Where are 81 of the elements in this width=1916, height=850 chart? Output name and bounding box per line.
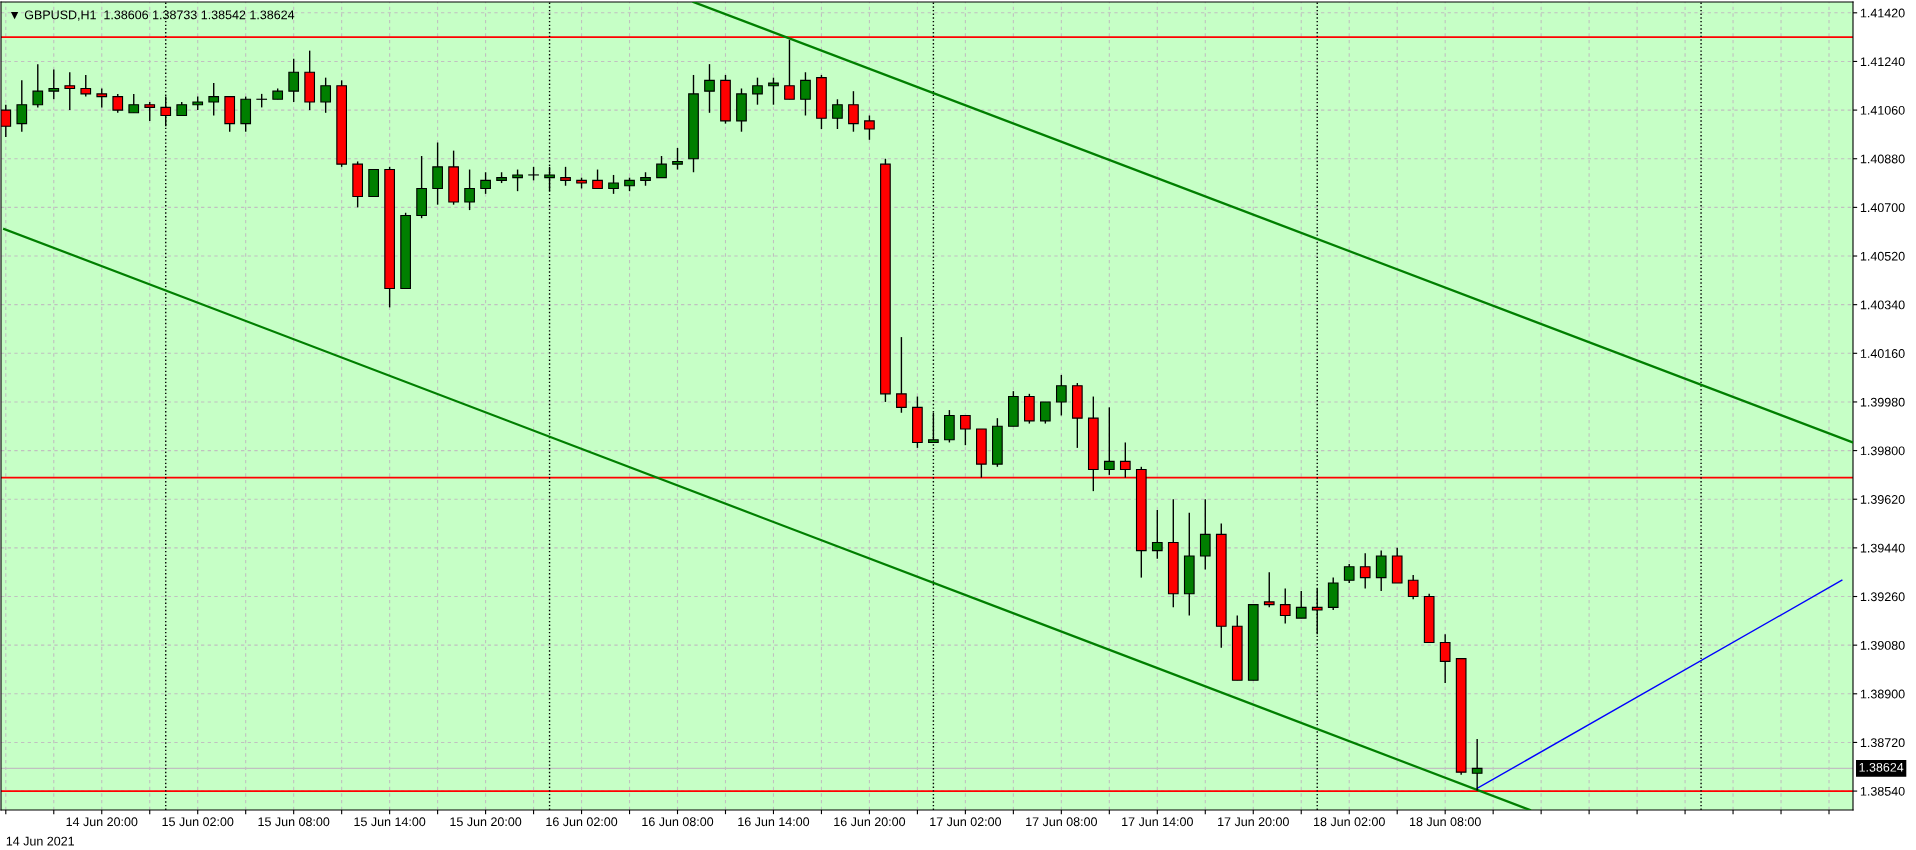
candlestick — [1407, 574, 1419, 600]
candlestick — [1471, 738, 1483, 792]
candlestick — [480, 171, 491, 195]
y-tick-label: 1.39260 — [1860, 592, 1905, 602]
x-tick-label: 15 Jun 20:00 — [450, 817, 522, 827]
x-tick-label: 15 Jun 02:00 — [162, 817, 234, 827]
y-tick-label: 1.41420 — [1860, 8, 1905, 18]
candlestick — [784, 39, 795, 100]
x-tick-label: 18 Jun 08:00 — [1409, 817, 1481, 827]
candlestick — [656, 155, 667, 179]
y-tick-label: 1.39980 — [1860, 397, 1905, 407]
candlestick — [128, 93, 140, 114]
x-tick-label: 17 Jun 20:00 — [1218, 817, 1289, 827]
y-tick-label: 1.40340 — [1860, 300, 1905, 310]
candlestick — [1103, 406, 1115, 476]
x-tick-label: 15 Jun 08:00 — [258, 817, 330, 827]
y-tick-label: 1.40160 — [1860, 349, 1905, 358]
candlestick — [1359, 552, 1371, 590]
candlestick — [1199, 498, 1211, 571]
candlestick — [1263, 571, 1275, 609]
y-tick-label: 1.41240 — [1860, 57, 1905, 67]
candlestick — [560, 166, 571, 187]
candlestick — [1151, 509, 1163, 560]
y-tick-label: 1.40520 — [1860, 251, 1905, 261]
candlestick — [32, 63, 44, 109]
y-tick-label: 1.39800 — [1860, 446, 1905, 456]
x-tick-label: 15 Jun 14:00 — [354, 817, 426, 827]
candlestick — [704, 63, 715, 114]
candlestick — [288, 58, 300, 103]
candlestick — [1039, 401, 1051, 425]
candlestick — [144, 101, 156, 122]
candlestick — [800, 71, 811, 117]
candlestick — [864, 114, 875, 141]
candlestick — [96, 87, 108, 109]
y-tick-label: 1.38900 — [1860, 689, 1905, 699]
candlestick — [1055, 374, 1067, 417]
y-tick-label: 1.38720 — [1860, 738, 1905, 748]
candlestick — [1311, 587, 1323, 636]
candlestick — [16, 79, 28, 133]
candlestick — [752, 76, 763, 106]
x-tick-label: 16 Jun 20:00 — [834, 817, 906, 827]
candlestick — [848, 90, 859, 133]
candlestick — [464, 168, 475, 211]
x-tick-label: 18 Jun 02:00 — [1314, 817, 1385, 827]
candlestick — [960, 414, 971, 446]
candlestick — [48, 68, 60, 100]
x-tick-label: 16 Jun 14:00 — [738, 817, 810, 827]
y-tick-label: 1.39440 — [1860, 543, 1905, 553]
x-tick-label: 17 Jun 08:00 — [1026, 817, 1097, 827]
text: 14 Jun 2021 — [6, 836, 74, 846]
candlestick — [608, 174, 619, 195]
candlestick — [80, 74, 92, 98]
candlestick — [112, 93, 124, 114]
candlestick — [1439, 633, 1451, 684]
candlestick — [432, 141, 443, 206]
candlestick — [1279, 587, 1291, 625]
y-tick-label: 1.40880 — [1860, 154, 1905, 164]
x-tick-label: 16 Jun 02:00 — [546, 817, 618, 827]
x-tick-label: 14 Jun 20:00 — [66, 817, 138, 827]
y-tick-label: 1.38540 — [1860, 786, 1905, 796]
y-tick-label: 1.39620 — [1860, 495, 1905, 504]
candlestick — [208, 82, 220, 117]
candlestick — [592, 168, 603, 190]
x-tick-label: 17 Jun 02:00 — [930, 817, 1002, 827]
candlestick — [320, 76, 332, 114]
candlestick — [1375, 549, 1387, 592]
candlestick — [512, 168, 523, 192]
candlestick — [896, 336, 907, 414]
candlestick — [1295, 590, 1307, 619]
y-tick-label: 1.40700 — [1860, 203, 1905, 213]
ref-line-label: 1.38624 — [1859, 762, 1904, 772]
candlestick — [672, 147, 683, 171]
x-tick-label: 17 Jun 14:00 — [1122, 817, 1193, 827]
candlestick — [768, 76, 779, 106]
text: ▼ GBPUSD,H1 1.38606 1.38733 1.38542 1.38624 — [10, 10, 295, 21]
candlestick — [832, 98, 843, 130]
candlestick — [1343, 563, 1355, 584]
x-tick-label: 16 Jun 08:00 — [642, 817, 714, 827]
y-tick-label: 1.41060 — [1860, 105, 1905, 115]
candlestick — [64, 71, 76, 111]
y-tick-label: 1.39080 — [1860, 640, 1905, 650]
